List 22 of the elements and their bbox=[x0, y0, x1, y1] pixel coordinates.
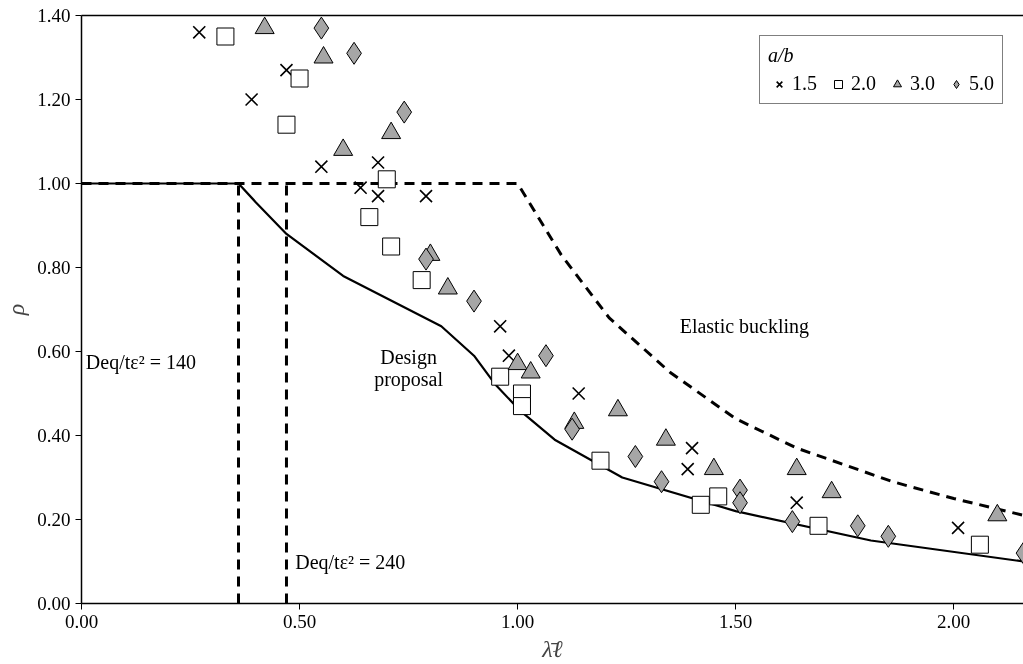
x-tick-label: 2.00 bbox=[937, 610, 971, 632]
y-tick-label: 1.40 bbox=[37, 5, 71, 26]
y-tick-label: 0.60 bbox=[37, 341, 71, 362]
legend-label: 1.5 bbox=[792, 72, 817, 95]
legend-label: 2.0 bbox=[851, 72, 876, 95]
y-tick-label: 1.20 bbox=[37, 89, 71, 110]
y-tick-label: 1.00 bbox=[37, 173, 71, 194]
annotation: Elastic buckling bbox=[679, 315, 810, 339]
legend-title: a/b bbox=[768, 44, 795, 67]
y-tick-label: 0.40 bbox=[37, 425, 71, 446]
annotation: Deq/tε² = 140 bbox=[85, 351, 196, 374]
y-axis-title: ρ bbox=[3, 303, 30, 317]
x-axis-title: λ̄ℓ bbox=[541, 635, 563, 662]
annotation: Design proposal bbox=[374, 346, 444, 392]
annotation: Deq/tε² = 240 bbox=[295, 550, 406, 574]
legend-label: 3.0 bbox=[910, 72, 935, 95]
legend-label: 5.0 bbox=[969, 72, 994, 95]
y-tick-label: 0.80 bbox=[37, 257, 71, 278]
x-tick-label: 1.00 bbox=[500, 610, 535, 632]
y-tick-label: 0.20 bbox=[37, 509, 71, 530]
x-tick-label: 0.50 bbox=[282, 610, 317, 632]
x-tick-label: 1.50 bbox=[719, 610, 753, 632]
